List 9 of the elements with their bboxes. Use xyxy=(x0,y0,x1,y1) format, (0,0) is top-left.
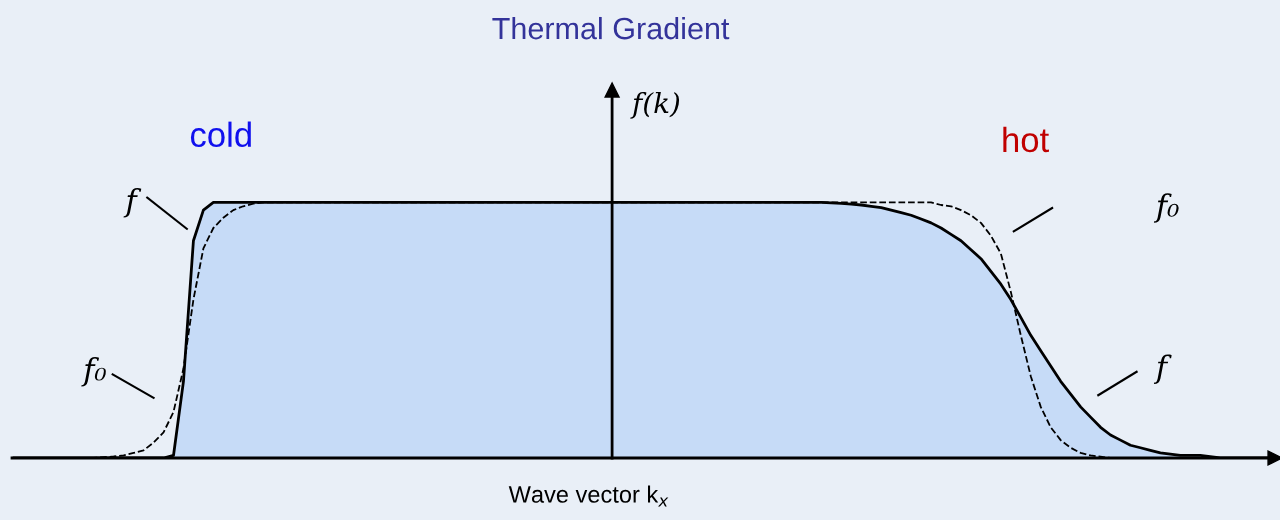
annotation: f₀ xyxy=(1153,193,1179,223)
chart-title: Thermal Gradient xyxy=(492,16,730,40)
text: hot xyxy=(1003,126,1049,153)
text: cold xyxy=(190,121,251,148)
annotation: f₀ xyxy=(81,357,106,387)
annotation: f xyxy=(123,188,142,218)
y-axis-title: f(k) xyxy=(630,91,680,119)
x-axis-title: Wave vector k$_{x}$ xyxy=(508,485,669,507)
annotation: f xyxy=(1153,354,1172,384)
